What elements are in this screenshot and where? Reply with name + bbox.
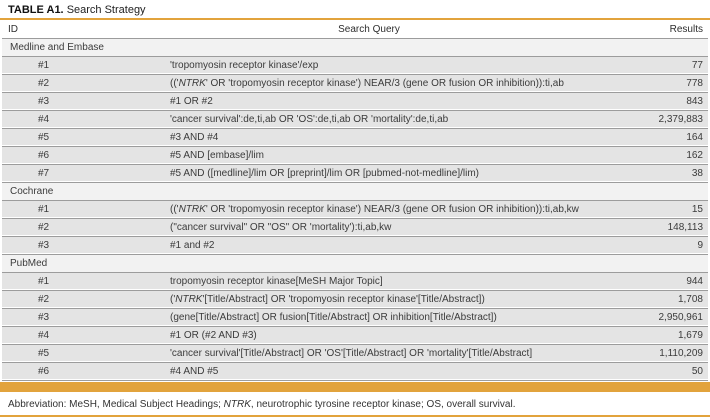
row-id: #3 [38,96,50,107]
row-results: 164 [686,132,703,143]
row-results: 9 [697,240,703,251]
row-results: 38 [691,168,703,179]
row-query: #3 AND #4 [170,132,219,143]
row-id: #7 [38,168,50,179]
row-query: #1 OR #2 [170,96,213,107]
table-row: #3 #1 OR #2 843 [2,93,708,111]
row-query: #5 AND ([medline]/lim OR [preprint]/lim … [170,168,479,179]
row-results: 1,110,209 [659,348,703,359]
row-id: #4 [38,330,50,341]
row-query: #1 and #2 [170,240,215,251]
row-results: 50 [691,366,703,377]
row-results: 162 [686,150,703,161]
row-id: #5 [38,348,50,359]
row-query: 'tropomyosin receptor kinase'/exp [170,60,319,71]
page-title: TABLE A1. Search Strategy [0,0,710,16]
row-query: #4 AND #5 [170,366,219,377]
section-header-row: Cochrane [2,183,708,201]
row-id: #2 [38,294,50,305]
table-row: #2 ('NTRK'[Title/Abstract] OR 'tropomyosi… [2,291,708,309]
table-row: #2 ("cancer survival" OR "OS" OR 'mortali… [2,219,708,237]
row-query: (('NTRK' OR 'tropomyosin receptor kinase… [170,78,564,89]
column-header-results: Results [669,23,703,35]
table-row: #1 tropomyosin receptor kinase[MeSH Major… [2,273,708,291]
row-query: ("cancer survival" OR "OS" OR 'mortality… [170,222,392,233]
row-id: #3 [38,240,50,251]
row-query: 'cancer survival'[Title/Abstract] OR 'OS… [170,348,533,359]
table-row: #5 #3 AND #4 164 [2,129,708,147]
bottom-gold-rule [0,415,710,417]
row-id: #1 [38,276,50,287]
table-row: #1 (('NTRK' OR 'tropomyosin receptor kina… [2,201,708,219]
table-title-text: Search Strategy [66,4,146,16]
table-row: #4 'cancer survival':de,ti,ab OR 'OS':de,… [2,111,708,129]
row-query: (('NTRK' OR 'tropomyosin receptor kinase… [170,204,579,215]
row-query: (gene[Title/Abstract] OR fusion[Title/Ab… [170,312,497,323]
column-header-query: Search Query [338,23,400,35]
row-results: 944 [686,276,703,287]
row-id: #1 [38,204,50,215]
search-strategy-table: ID Search Query Results Medline and Emba… [2,20,708,381]
row-results: 148,113 [667,222,703,233]
table-row: #7 #5 AND ([medline]/lim OR [preprint]/li… [2,165,708,183]
row-query: #5 AND [embase]/lim [170,150,264,161]
row-id: #2 [38,78,50,89]
table-row: #6 #4 AND #5 50 [2,363,708,381]
row-results: 2,379,883 [658,114,704,125]
row-id: #2 [38,222,50,233]
row-query: ('NTRK'[Title/Abstract] OR 'tropomyosin … [170,294,485,305]
row-results: 778 [686,78,703,89]
table-row: #5 'cancer survival'[Title/Abstract] OR '… [2,345,708,363]
row-query: #1 OR (#2 AND #3) [170,330,257,341]
column-header-id: ID [8,23,18,35]
thick-gold-bar [0,382,710,392]
table-row: #1 'tropomyosin receptor kinase'/exp 77 [2,57,708,75]
row-id: #5 [38,132,50,143]
section-header-row: PubMed [2,255,708,273]
row-id: #4 [38,114,50,125]
table-row: #3 #1 and #2 9 [2,237,708,255]
top-gold-rule [0,18,710,20]
column-header-row: ID Search Query Results [2,20,708,39]
row-results: 77 [691,60,703,71]
row-id: #3 [38,312,50,323]
table-row: #6 #5 AND [embase]/lim 162 [2,147,708,165]
row-id: #6 [38,150,50,161]
row-id: #6 [38,366,50,377]
footnote: Abbreviation: MeSH, Medical Subject Head… [8,399,516,410]
row-results: 2,950,961 [658,312,704,323]
table-number-label: TABLE A1. [8,4,64,16]
row-results: 1,708 [677,294,703,305]
row-query: 'cancer survival':de,ti,ab OR 'OS':de,ti… [170,114,449,125]
row-id: #1 [38,60,50,71]
table-row: #4 #1 OR (#2 AND #3) 1,679 [2,327,708,345]
row-results: 1,679 [677,330,703,341]
row-results: 843 [686,96,703,107]
table-row: #3 (gene[Title/Abstract] OR fusion[Title/… [2,309,708,327]
table-body: Medline and Embase #1 'tropomyosin recepto… [2,39,708,381]
table-row: #2 (('NTRK' OR 'tropomyosin receptor kina… [2,75,708,93]
row-query: tropomyosin receptor kinase[MeSH Major T… [170,276,383,287]
section-header-row: Medline and Embase [2,39,708,57]
row-results: 15 [691,204,703,215]
